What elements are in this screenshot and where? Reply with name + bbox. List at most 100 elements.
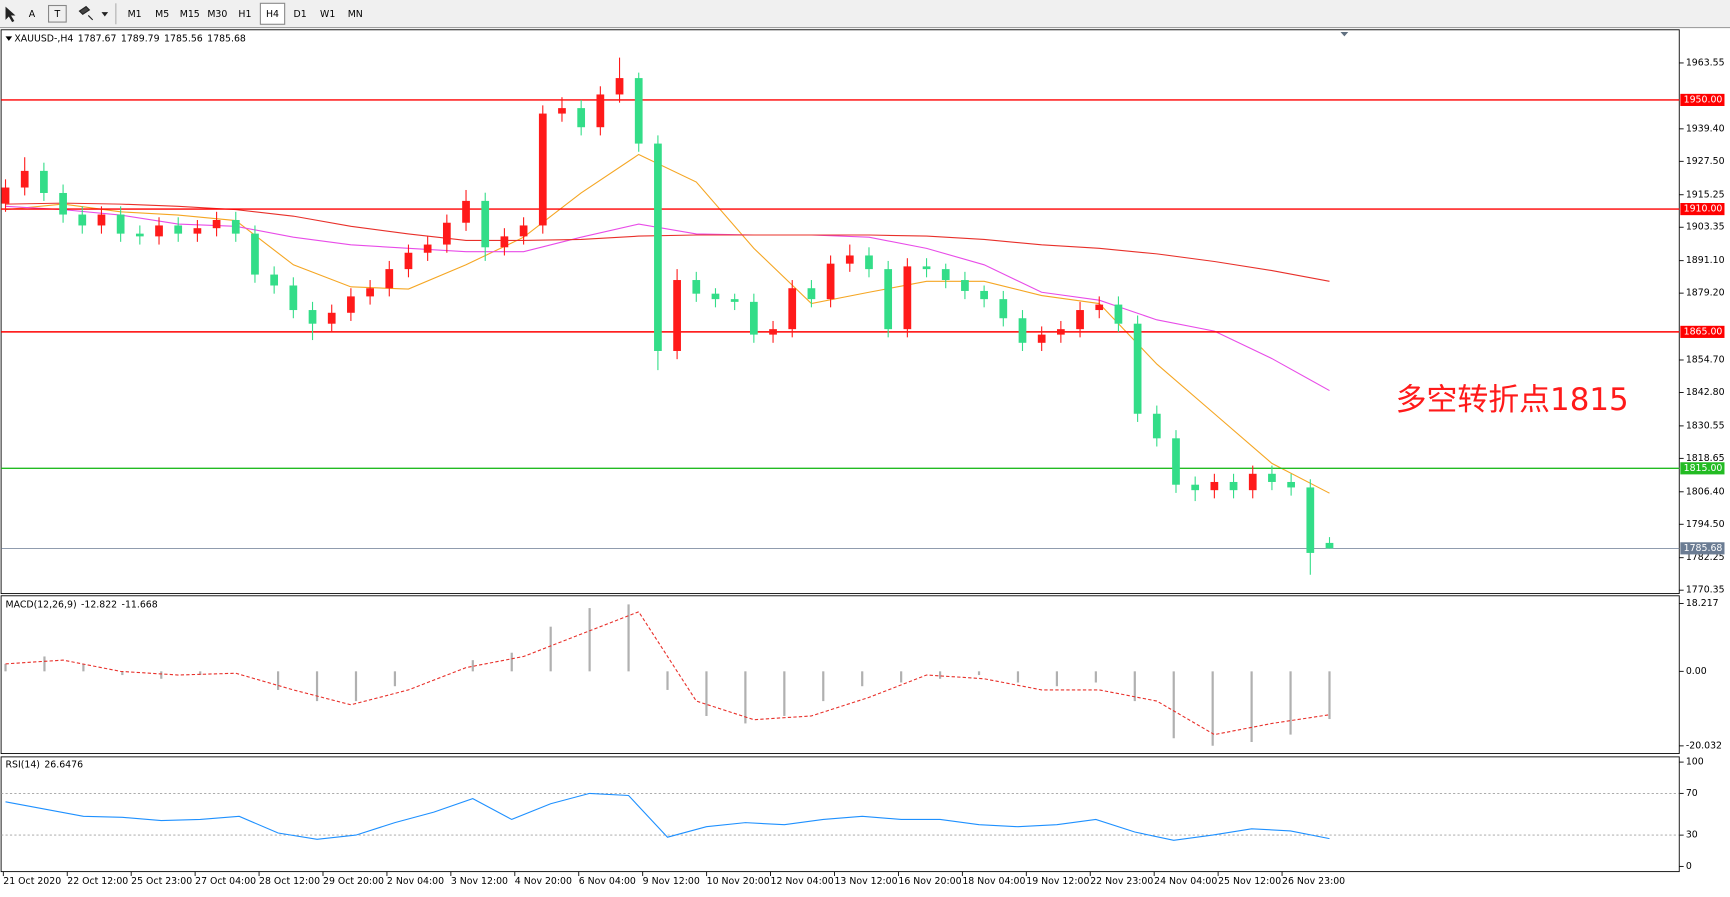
candle-body bbox=[481, 200, 490, 248]
y-tick-label: 18.217 bbox=[1686, 598, 1719, 609]
y-tick-label: 1818.65 bbox=[1686, 453, 1725, 464]
candle-body bbox=[826, 263, 835, 300]
timeframe-button[interactable]: M5 bbox=[155, 9, 169, 20]
candle-body bbox=[231, 219, 240, 234]
y-tick-label: -20.032 bbox=[1686, 740, 1722, 751]
candle-body bbox=[78, 214, 87, 226]
level-price-label: 1910.00 bbox=[1684, 204, 1723, 215]
text-tool-button[interactable] bbox=[47, 4, 67, 23]
candle-body bbox=[270, 274, 279, 286]
candle-body bbox=[193, 228, 202, 234]
candle-body bbox=[40, 170, 48, 193]
candle-body bbox=[1229, 481, 1238, 491]
shift-marker bbox=[1340, 31, 1349, 37]
x-tick-label: 27 Oct 04:00 bbox=[195, 876, 256, 887]
candle-body bbox=[385, 269, 394, 289]
candle-body bbox=[1057, 329, 1065, 335]
y-tick-label: 1963.55 bbox=[1686, 57, 1725, 68]
candle-body bbox=[462, 200, 470, 223]
candle-body bbox=[97, 214, 106, 226]
y-tick-label: 1879.20 bbox=[1686, 288, 1725, 299]
candle-body bbox=[1133, 323, 1142, 414]
candle-body bbox=[903, 266, 912, 330]
active-timeframe-highlight bbox=[259, 2, 286, 25]
candle-body bbox=[519, 225, 528, 237]
x-tick-label: 26 Nov 23:00 bbox=[1282, 876, 1345, 887]
draw-tool-icon[interactable] bbox=[78, 5, 94, 21]
timeframe-button[interactable]: H4 bbox=[266, 9, 279, 20]
x-tick-label: 10 Nov 20:00 bbox=[707, 876, 770, 887]
x-tick-label: 3 Nov 12:00 bbox=[451, 876, 508, 887]
y-tick-label: 1806.40 bbox=[1686, 486, 1725, 497]
candle-body bbox=[135, 233, 144, 237]
timeframe-button[interactable]: M1 bbox=[128, 9, 142, 20]
x-tick-label: 22 Oct 12:00 bbox=[67, 876, 128, 887]
timeframe-button[interactable]: D1 bbox=[294, 9, 307, 20]
y-tick-label: 1915.25 bbox=[1686, 189, 1725, 200]
candle-body bbox=[347, 296, 355, 313]
candle-body bbox=[845, 255, 854, 264]
candle-body bbox=[155, 225, 163, 237]
y-tick-label: 1903.35 bbox=[1686, 222, 1725, 233]
candle-body bbox=[1172, 438, 1180, 485]
candle-body bbox=[1037, 334, 1046, 343]
candle-body bbox=[922, 266, 931, 270]
y-tick-label: 1770.35 bbox=[1686, 585, 1725, 596]
timeframe-button[interactable]: W1 bbox=[320, 9, 335, 20]
candle-body bbox=[500, 236, 509, 248]
cursor-icon[interactable] bbox=[5, 6, 16, 23]
candle-body bbox=[692, 280, 701, 294]
candle-body bbox=[1, 187, 10, 204]
rsi-line bbox=[5, 792, 1330, 841]
level-price-label: 1785.68 bbox=[1684, 543, 1723, 554]
candle-body bbox=[1076, 310, 1084, 330]
candle-body bbox=[174, 225, 183, 234]
candle-body bbox=[423, 244, 432, 253]
candle-body bbox=[59, 192, 67, 215]
x-tick-label: 24 Nov 04:00 bbox=[1154, 876, 1217, 887]
candle-body bbox=[941, 269, 950, 281]
candle-body bbox=[865, 255, 873, 270]
x-tick-label: 4 Nov 20:00 bbox=[515, 876, 572, 887]
x-tick-label: 18 Nov 04:00 bbox=[962, 876, 1025, 887]
x-tick-label: 22 Nov 23:00 bbox=[1090, 876, 1153, 887]
timeframe-button[interactable]: M30 bbox=[207, 9, 227, 20]
header-value: 1787.67 bbox=[78, 33, 117, 44]
x-tick-label: 13 Nov 12:00 bbox=[834, 876, 897, 887]
candle-body bbox=[1210, 481, 1219, 491]
timeframe-button[interactable]: H1 bbox=[238, 9, 251, 20]
candle-body bbox=[404, 252, 413, 270]
candle-body bbox=[634, 78, 643, 144]
candle-body bbox=[980, 290, 988, 300]
candle-body bbox=[327, 312, 336, 324]
level-price-label: 1865.00 bbox=[1684, 326, 1723, 337]
candle-body bbox=[1248, 473, 1257, 491]
candle-body bbox=[807, 288, 816, 300]
rsi-header-part: 26.6476 bbox=[44, 759, 83, 770]
level-price-tag bbox=[1680, 93, 1725, 106]
header-value: 1789.79 bbox=[121, 33, 160, 44]
panel-menu-arrow bbox=[5, 36, 13, 41]
y-tick-label: 1830.55 bbox=[1686, 420, 1725, 431]
candle-body bbox=[251, 233, 259, 275]
candle-body bbox=[1287, 481, 1295, 488]
timeframe-button[interactable]: M15 bbox=[180, 9, 200, 20]
candle-body bbox=[1306, 487, 1315, 553]
dropdown-arrow[interactable] bbox=[101, 12, 109, 17]
tool-button[interactable]: A bbox=[29, 9, 36, 20]
main-panel bbox=[0, 29, 1680, 595]
level-price-tag bbox=[1680, 542, 1725, 555]
timeframe-button[interactable]: MN bbox=[348, 9, 363, 20]
candle-body bbox=[366, 288, 374, 297]
candle-body bbox=[1268, 473, 1276, 482]
candle-body bbox=[212, 219, 221, 229]
candle-body bbox=[730, 299, 739, 302]
x-tick-label: 21 Oct 2020 bbox=[3, 876, 61, 887]
candle-body bbox=[769, 329, 777, 335]
candle-body bbox=[788, 288, 797, 330]
y-tick-label: 70 bbox=[1686, 788, 1698, 799]
candle-body bbox=[442, 222, 451, 245]
candle-body bbox=[654, 143, 662, 351]
x-tick-label: 16 Nov 20:00 bbox=[898, 876, 961, 887]
annotation: 多空转折点1815 bbox=[1396, 382, 1629, 418]
